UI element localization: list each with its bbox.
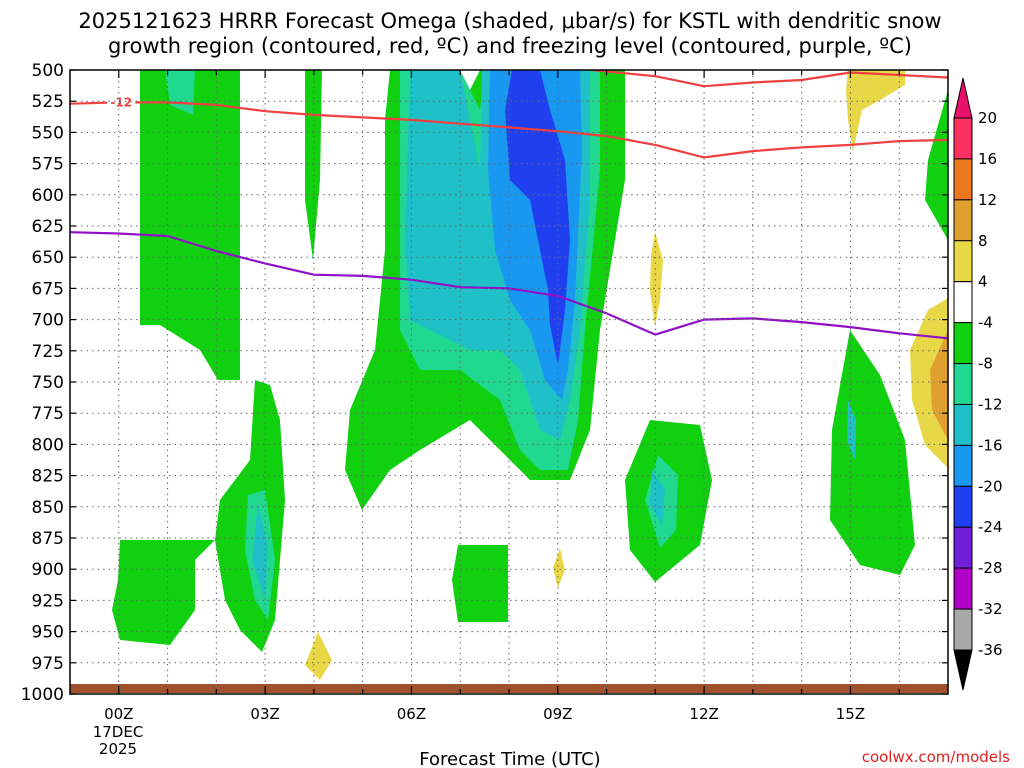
contour-label: -12: [110, 95, 132, 109]
colorbar-label: -36: [978, 641, 1003, 659]
y-tick-label: 825: [32, 467, 64, 487]
x-axis-label: Forecast Time (UTC): [419, 749, 600, 768]
colorbar: 20 16 12 8 4 -4 -8 -12 -16 -20 -24 -28 -32 -36: [953, 77, 1003, 691]
colorbar-label: -16: [978, 436, 1003, 454]
omega-area-plus4: [846, 70, 905, 152]
omega-area-minus20: [505, 70, 570, 365]
x-tick-label: 09Z: [543, 705, 572, 723]
colorbar-segment: [953, 403, 973, 446]
omega-region-minus20: [505, 70, 570, 365]
y-tick-label: 575: [32, 155, 64, 175]
omega-shading: -12: [70, 70, 948, 680]
colorbar-label: -32: [978, 600, 1003, 618]
y-tick-label: 875: [32, 529, 64, 549]
omega-region-plus4: [305, 70, 948, 680]
y-tick-label: 950: [32, 623, 64, 643]
omega-region-plus8: [930, 330, 948, 440]
colorbar-segment: [953, 444, 973, 487]
colorbar-bottom-arrow: [953, 649, 973, 691]
chart-title-line1: 2025121623 HRRR Forecast Omega (shaded, …: [78, 9, 941, 33]
y-tick-label: 500: [32, 61, 64, 81]
omega-area-minus4: [112, 540, 215, 645]
contour-line: [591, 70, 948, 88]
y-tick-label: 675: [32, 279, 64, 299]
colorbar-label: 4: [978, 273, 988, 291]
colorbar-label: -8: [978, 355, 993, 373]
omega-area-minus4: [452, 545, 508, 622]
y-tick-label: 1000: [21, 685, 64, 705]
y-tick-label: 775: [32, 404, 64, 424]
colorbar-segment: [953, 363, 973, 405]
y-tick-label: 725: [32, 342, 64, 362]
y-tick-label: 525: [32, 92, 64, 112]
omega-area-minus12: [847, 400, 856, 460]
colorbar-segment: [953, 199, 973, 242]
date-label-year: 2025: [99, 740, 137, 758]
y-tick-label: 900: [32, 560, 64, 580]
colorbar-segment: [953, 485, 973, 528]
colorbar-segment: [953, 158, 973, 201]
y-axis: 500 525 550 575 600 625 650 675 700 725 750 775 800 8…: [21, 61, 948, 705]
omega-area-minus4: [140, 70, 240, 380]
y-tick-label: 700: [32, 311, 64, 331]
x-tick-label: 00Z: [104, 705, 133, 723]
x-axis: 00Z 03Z 06Z 09Z 12Z 15Z: [104, 70, 900, 723]
colorbar-label: -12: [978, 395, 1003, 413]
colorbar-segment: [953, 526, 973, 569]
chart-title-line2: growth region (contoured, red, ºC) and f…: [108, 34, 912, 58]
colorbar-segment: [953, 322, 973, 365]
omega-area-plus4: [650, 232, 663, 327]
colorbar-label: -4: [978, 314, 993, 332]
x-tick-label: 15Z: [836, 705, 865, 723]
y-tick-label: 600: [32, 186, 64, 206]
x-tick-label: 12Z: [689, 705, 718, 723]
omega-area-minus12: [252, 505, 268, 600]
colorbar-label: 8: [978, 232, 988, 250]
y-tick-label: 800: [32, 435, 64, 455]
contour-line: [70, 231, 948, 340]
y-tick-label: 625: [32, 217, 64, 237]
credit-label: coolwx.com/models: [862, 748, 1010, 766]
colorbar-label: 20: [978, 109, 997, 127]
omega-area-plus8: [930, 330, 948, 440]
colorbar-label: -28: [978, 559, 1003, 577]
omega-area-plus4: [910, 298, 948, 468]
y-tick-label: 925: [32, 591, 64, 611]
colorbar-label: -24: [978, 518, 1003, 536]
colorbar-segment: [953, 281, 973, 324]
omega-area-minus4: [830, 330, 915, 575]
y-tick-label: 750: [32, 373, 64, 393]
gridlines: [70, 70, 948, 694]
colorbar-segment: [953, 567, 973, 610]
omega-area-minus12: [650, 470, 665, 525]
omega-area-minus4: [925, 90, 948, 240]
date-label-day: 17DEC: [93, 723, 144, 741]
y-tick-label: 550: [32, 123, 64, 143]
y-tick-label: 850: [32, 498, 64, 518]
colorbar-label: 16: [978, 150, 997, 168]
colorbar-segment: [953, 240, 973, 283]
omega-area-plus4: [305, 632, 332, 680]
x-tick-label: 03Z: [250, 705, 279, 723]
y-tick-label: 650: [32, 248, 64, 268]
colorbar-segment: [953, 608, 973, 651]
colorbar-label: -20: [978, 477, 1003, 495]
y-tick-label: 975: [32, 654, 64, 674]
x-tick-label: 06Z: [397, 705, 426, 723]
colorbar-segment: [953, 117, 973, 160]
terrain-strip: [70, 684, 948, 693]
colorbar-label: 12: [978, 191, 997, 209]
omega-area-plus4: [553, 548, 565, 588]
contour-label-bg: [107, 94, 136, 109]
colorbar-top-arrow: [953, 77, 973, 119]
